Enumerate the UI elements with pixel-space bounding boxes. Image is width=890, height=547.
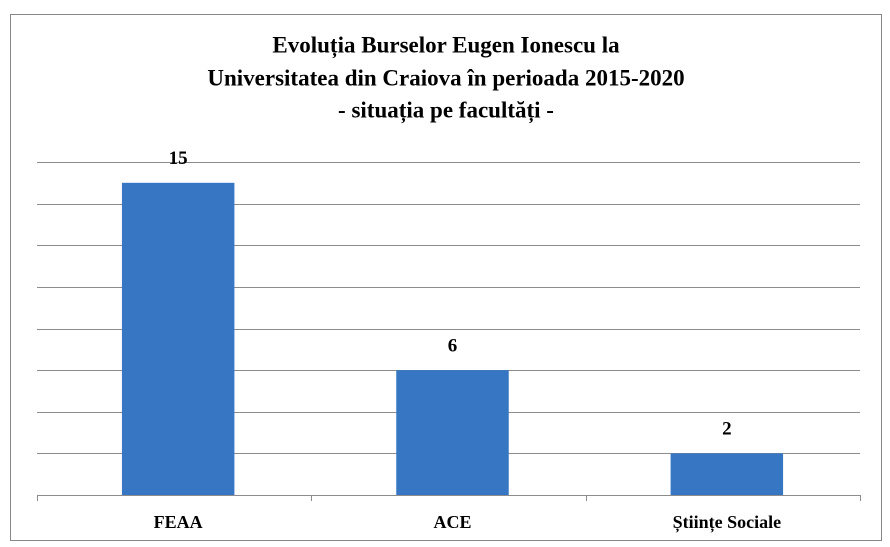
bar bbox=[670, 453, 784, 495]
bar bbox=[121, 182, 235, 495]
data-label: 2 bbox=[722, 419, 732, 440]
data-label: 6 bbox=[448, 335, 458, 356]
x-tick-label: Științe Sociale bbox=[673, 512, 782, 533]
chart-title: - situația pe facultăți - bbox=[338, 97, 554, 123]
data-label: 15 bbox=[169, 148, 188, 169]
x-tick-label: FEAA bbox=[154, 512, 203, 532]
chart-title: Evoluția Burselor Eugen Ionescu la bbox=[272, 32, 620, 58]
bar bbox=[396, 370, 509, 495]
x-tick-label: ACE bbox=[433, 512, 471, 532]
chart-title: Universitatea din Craiova în perioada 20… bbox=[207, 65, 684, 90]
